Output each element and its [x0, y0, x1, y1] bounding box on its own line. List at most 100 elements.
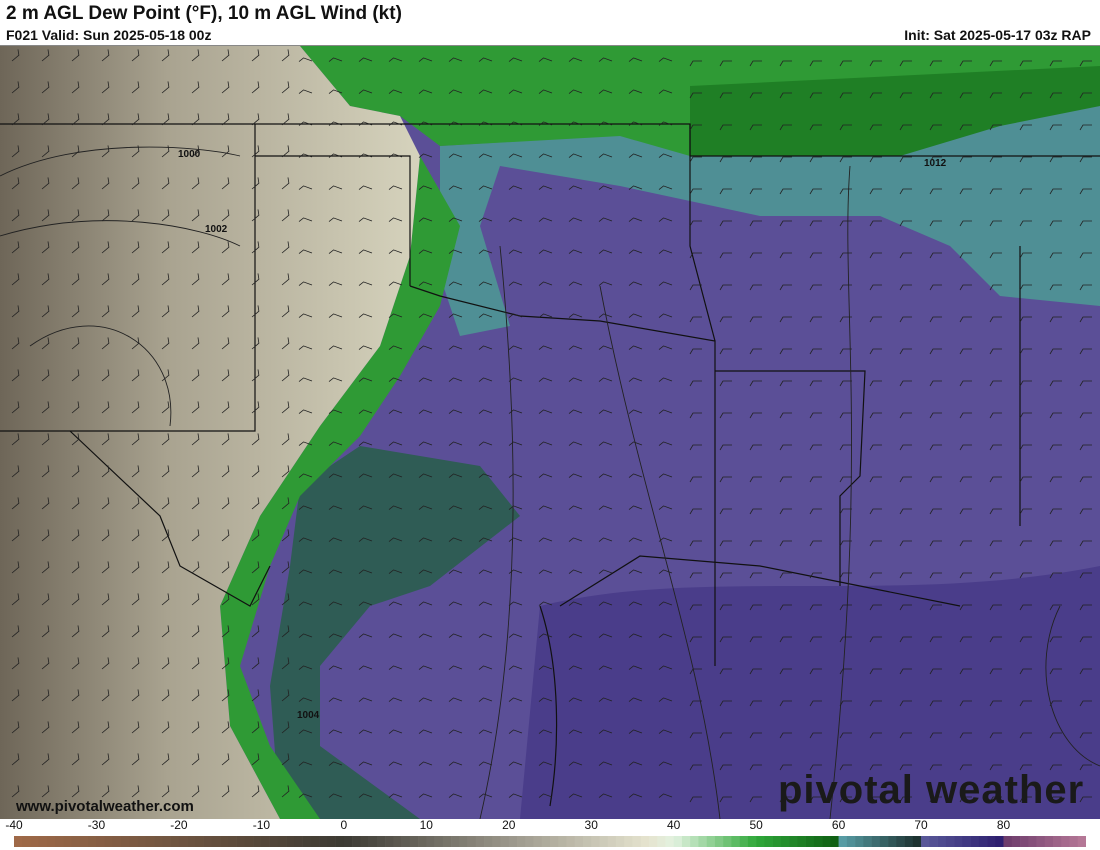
- wind-barb: [71, 561, 80, 574]
- wind-barb: [11, 433, 20, 446]
- wind-barb: [839, 604, 852, 611]
- wind-barb: [298, 249, 313, 254]
- wind-barb: [281, 753, 290, 766]
- wind-barb: [538, 313, 553, 318]
- wind-barb: [478, 57, 493, 62]
- wind-barb: [809, 124, 822, 131]
- wind-barb: [221, 241, 230, 254]
- wind-barb: [448, 729, 463, 734]
- wind-barb: [478, 345, 493, 350]
- wind-barb: [658, 377, 673, 382]
- wind-barb: [839, 412, 852, 419]
- wind-barb: [161, 785, 170, 798]
- wind-barb: [11, 753, 20, 766]
- wind-barb: [418, 57, 433, 62]
- wind-barb: [221, 657, 230, 670]
- colorbar-cell: [706, 836, 716, 847]
- wind-barb: [298, 153, 313, 158]
- wind-barb: [869, 92, 882, 99]
- colorbar-cell: [434, 836, 444, 847]
- wind-barb: [899, 220, 912, 227]
- colorbar-cell: [879, 836, 889, 847]
- wind-barb: [11, 81, 20, 94]
- wind-barb: [358, 537, 373, 542]
- wind-barb: [538, 441, 553, 446]
- wind-barb: [358, 633, 373, 638]
- colorbar-cell: [30, 836, 40, 847]
- wind-barb: [251, 497, 260, 510]
- wind-barb: [508, 57, 523, 62]
- wind-barb: [689, 412, 702, 419]
- wind-barb: [959, 60, 972, 67]
- wind-barb: [598, 729, 613, 734]
- colorbar-tick-label: 50: [749, 818, 763, 832]
- wind-barb: [11, 593, 20, 606]
- wind-barb: [869, 60, 882, 67]
- wind-barb: [598, 217, 613, 222]
- colorbar-cell: [71, 836, 81, 847]
- wind-barb: [328, 505, 343, 510]
- wind-barb: [388, 89, 403, 94]
- wind-barb: [839, 732, 852, 739]
- wind-barb: [749, 476, 762, 483]
- wind-barb: [251, 145, 260, 158]
- wind-barb: [131, 721, 140, 734]
- colorbar-cell: [714, 836, 724, 847]
- wind-barb: [689, 668, 702, 675]
- wind-barb: [719, 636, 732, 643]
- wind-barb: [989, 92, 1002, 99]
- wind-barb: [358, 345, 373, 350]
- weather-map[interactable]: 1000 1002 1004 1012: [0, 45, 1100, 819]
- wind-barb: [839, 316, 852, 323]
- wind-barb: [508, 601, 523, 606]
- colorbar-cell: [772, 836, 782, 847]
- wind-barb: [749, 572, 762, 579]
- wind-barb: [779, 380, 792, 387]
- wind-barb: [989, 444, 1002, 451]
- green-band-north: [690, 66, 1100, 156]
- wind-barb: [719, 60, 732, 67]
- wind-barb: [538, 793, 553, 798]
- wind-barb: [689, 636, 702, 643]
- colorbar-cell: [492, 836, 501, 847]
- wind-barb: [71, 689, 80, 702]
- dry-region: [0, 46, 420, 819]
- wind-barb: [328, 633, 343, 638]
- wind-barb: [1019, 284, 1032, 291]
- wind-barb: [1049, 316, 1062, 323]
- wind-barb: [568, 409, 583, 414]
- wind-barb: [298, 537, 313, 542]
- wind-barb: [658, 761, 673, 766]
- colorbar-tick-label: 20: [502, 818, 516, 832]
- wind-barb: [959, 572, 972, 579]
- colorbar-cell: [269, 836, 279, 847]
- wind-barb: [131, 497, 140, 510]
- wind-barb: [478, 697, 493, 702]
- wind-barb: [251, 753, 260, 766]
- wind-barb: [298, 761, 313, 766]
- wind-barb: [779, 572, 792, 579]
- wind-barb: [101, 433, 110, 446]
- wind-barb: [1019, 508, 1032, 515]
- colorbar-cell: [871, 836, 881, 847]
- wind-barb: [1079, 156, 1092, 163]
- wind-barb: [251, 433, 260, 446]
- wind-barb: [358, 121, 373, 126]
- wind-barb: [598, 633, 613, 638]
- wind-barb: [749, 220, 762, 227]
- wind-barb: [869, 412, 882, 419]
- wind-barb: [131, 433, 140, 446]
- wind-barb: [478, 633, 493, 638]
- colorbar-cell: [475, 836, 485, 847]
- wind-barb: [298, 601, 313, 606]
- wind-barb: [1049, 668, 1062, 675]
- wind-barb: [1079, 252, 1092, 259]
- wind-barb: [478, 793, 493, 798]
- wind-barb: [929, 156, 942, 163]
- wind-barb: [628, 57, 643, 62]
- wind-barb: [71, 657, 80, 670]
- colorbar-cell: [500, 836, 510, 847]
- colorbar-cell: [261, 836, 270, 847]
- wind-barb: [719, 380, 732, 387]
- wind-barb: [628, 441, 643, 446]
